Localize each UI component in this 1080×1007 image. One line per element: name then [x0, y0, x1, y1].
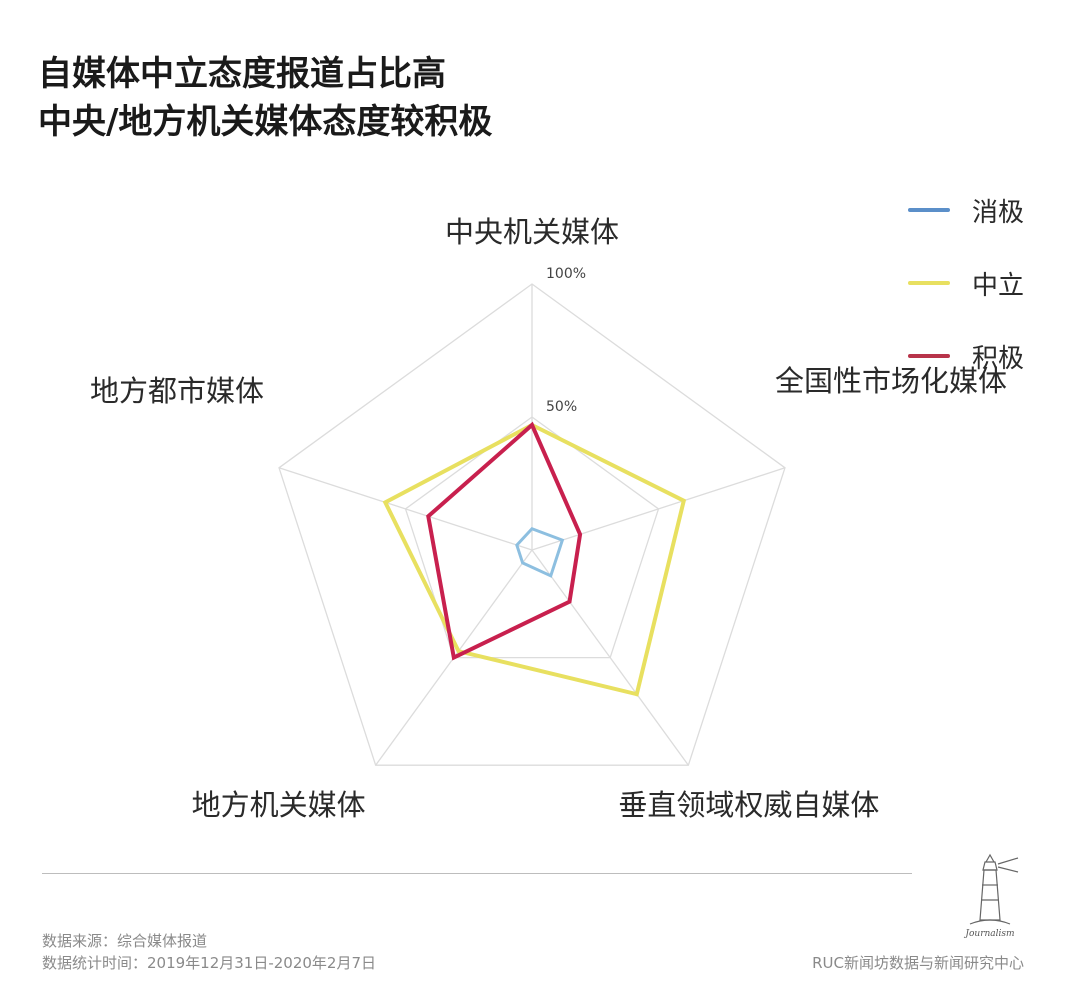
- legend-swatch-negative: [908, 208, 950, 212]
- series-polygon-0: [515, 526, 565, 578]
- legend-swatch-neutral: [908, 281, 950, 285]
- legend-item-negative: 消极: [908, 192, 1024, 228]
- tick-label: 100%: [546, 266, 586, 282]
- date-range-line: 数据统计时间：2019年12月31日-2020年2月7日: [42, 954, 377, 972]
- axis-label-1: 全国性市场化媒体: [775, 364, 1007, 398]
- chart-title: 自媒体中立态度报道占比高 中央/地方机关媒体态度较积极: [38, 50, 492, 146]
- radar-series: [382, 421, 687, 697]
- data-source: 数据来源：综合媒体报道 数据统计时间：2019年12月31日-2020年2月7日: [42, 930, 376, 974]
- chart-title-line1: 自媒体中立态度报道占比高: [38, 54, 446, 94]
- lighthouse-logo-icon: Journalism: [963, 853, 1019, 939]
- legend-swatch-positive: [908, 354, 950, 358]
- legend-label-positive: 积极: [972, 343, 1025, 374]
- footer-divider: [42, 873, 912, 874]
- grid-spoke-4: [278, 467, 533, 551]
- radar-grid: 50% 100%: [278, 266, 786, 766]
- legend-label-neutral: 中立: [972, 270, 1025, 301]
- axis-label-3: 地方机关媒体: [192, 788, 366, 822]
- axis-label-4: 地方都市媒体: [90, 374, 264, 408]
- series-polygon-2: [426, 421, 583, 661]
- series-polygon-1: [382, 422, 687, 697]
- legend-item-neutral: 中立: [908, 265, 1024, 301]
- axis-label-0: 中央机关媒体: [445, 215, 619, 249]
- grid-ring-0: [278, 283, 786, 766]
- chart-title-line2: 中央/地方机关媒体态度较积极: [38, 102, 493, 142]
- source-line: 数据来源：综合媒体报道: [42, 932, 208, 950]
- footer-brand: RUC新闻坊数据与新闻研究中心: [812, 954, 1024, 972]
- grid-spoke-2: [531, 549, 689, 766]
- grid-ring-1: [404, 416, 660, 659]
- legend: 消极 中立 积极: [908, 192, 1024, 411]
- logo-text: Journalism: [963, 929, 1014, 939]
- tick-label: 50%: [546, 399, 577, 415]
- legend-label-negative: 消极: [972, 197, 1025, 228]
- grid-spoke-1: [531, 467, 786, 551]
- axis-label-2: 垂直领域权威自媒体: [618, 788, 879, 822]
- legend-item-positive: 积极: [908, 338, 1024, 374]
